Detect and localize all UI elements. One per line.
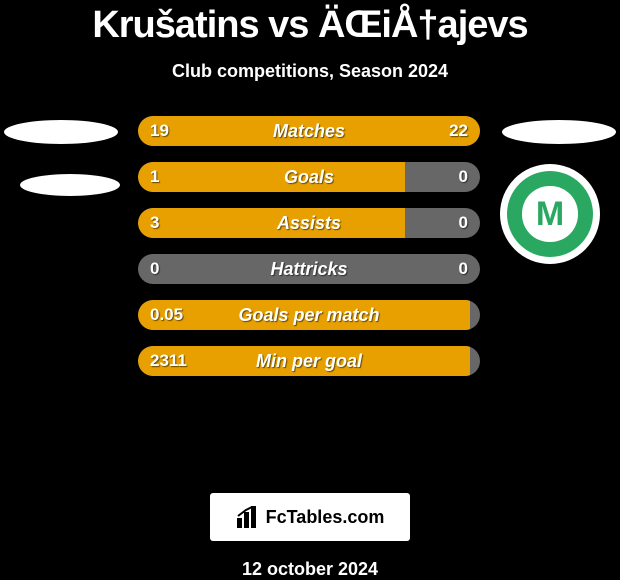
- badge-outer: M: [500, 164, 600, 264]
- page-title: Krušatins vs ÄŒiÅ†ajevs: [92, 4, 527, 47]
- stat-label: Matches: [138, 116, 480, 146]
- stat-bars: 1922Matches 10Goals 30Assists 00Hattricks 0.…: [138, 116, 480, 376]
- left-placeholder-1: [4, 120, 118, 144]
- stat-label: Goals: [138, 162, 480, 192]
- badge-letter: M: [536, 195, 564, 234]
- badge-inner: M: [522, 186, 577, 241]
- subtitle: Club competitions, Season 2024: [172, 61, 448, 82]
- stat-row: 0.05Goals per match: [138, 300, 480, 330]
- bar-chart-icon: [236, 506, 262, 528]
- right-team-badge: M: [500, 164, 600, 264]
- stat-row: 30Assists: [138, 208, 480, 238]
- content-area: M 1922Matches 10Goals 30Assists 00Hattricks…: [0, 110, 620, 479]
- attribution-panel: FcTables.com: [210, 493, 410, 541]
- stat-label: Assists: [138, 208, 480, 238]
- badge-ring: M: [507, 171, 593, 257]
- stat-row: 1922Matches: [138, 116, 480, 146]
- left-placeholder-2: [20, 174, 120, 196]
- right-placeholder-1: [502, 120, 616, 144]
- stat-row: 00Hattricks: [138, 254, 480, 284]
- stat-row: 2311Min per goal: [138, 346, 480, 376]
- stat-label: Goals per match: [138, 300, 480, 330]
- stat-label: Hattricks: [138, 254, 480, 284]
- date-label: 12 october 2024: [242, 559, 378, 580]
- attribution-text: FcTables.com: [266, 507, 385, 528]
- comparison-card: Krušatins vs ÄŒiÅ†ajevs Club competition…: [0, 0, 620, 580]
- stat-row: 10Goals: [138, 162, 480, 192]
- stat-label: Min per goal: [138, 346, 480, 376]
